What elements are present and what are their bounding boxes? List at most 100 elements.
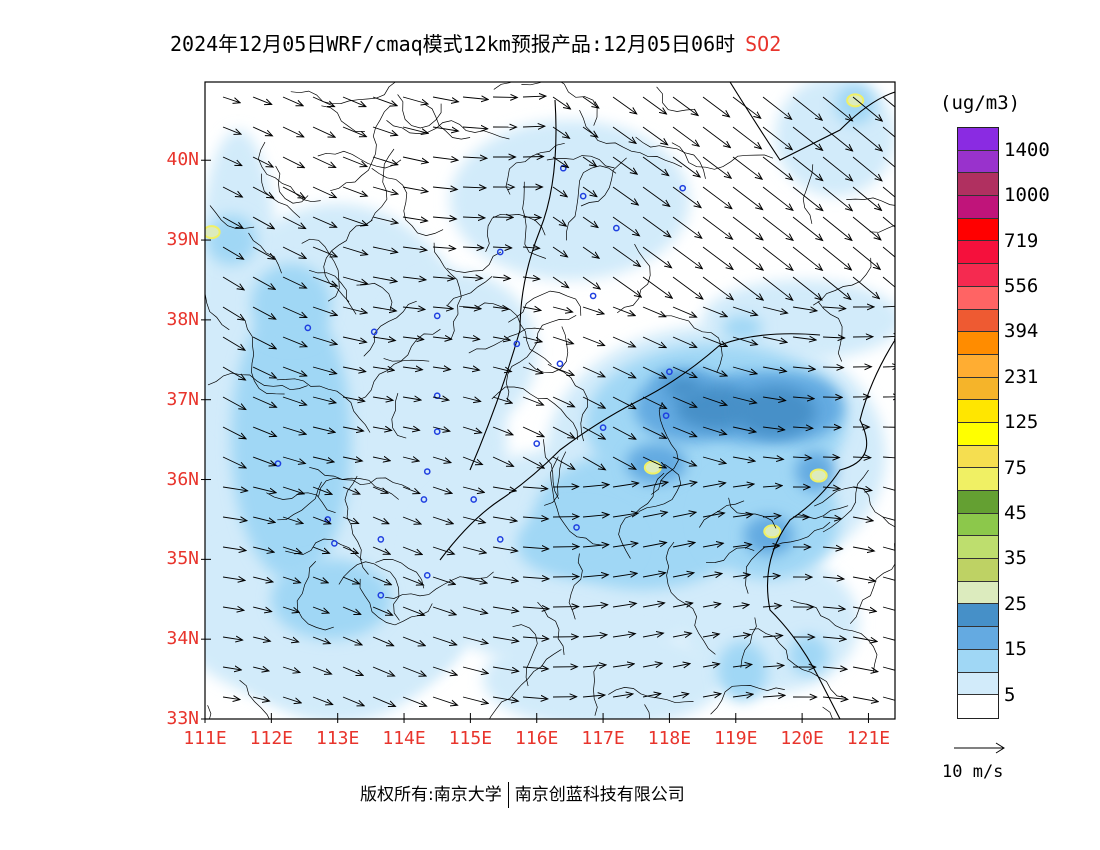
shade-region — [775, 82, 895, 197]
wind-arrow — [582, 515, 609, 517]
wind-arrow — [672, 664, 690, 667]
wind-arrow — [492, 666, 519, 671]
legend-swatch — [958, 241, 998, 265]
wind-arrow — [342, 186, 367, 196]
wind-arrow — [462, 516, 485, 523]
county-border — [671, 142, 774, 170]
wind-arrow — [492, 97, 517, 98]
county-border — [323, 219, 373, 303]
wind-arrow — [582, 396, 605, 408]
wind-arrow — [882, 96, 895, 108]
wind-arrow — [672, 426, 697, 437]
legend-swatch — [958, 445, 998, 469]
legend-swatch — [958, 354, 998, 378]
county-border — [363, 300, 417, 357]
wind-arrow — [252, 336, 276, 349]
wind-arrow — [432, 127, 458, 131]
city-marker — [496, 248, 504, 256]
city-marker — [556, 360, 564, 368]
county-border — [822, 469, 869, 533]
wind-arrow — [342, 276, 368, 284]
wind-arrow — [822, 96, 853, 121]
legend-label-75: 75 — [1004, 456, 1027, 479]
county-border — [662, 315, 723, 373]
wind-arrow — [762, 156, 793, 180]
legend-label-1000: 1000 — [1004, 184, 1050, 207]
axis-ticks — [201, 159, 869, 723]
county-border — [543, 439, 560, 499]
wind-arrow — [522, 637, 549, 639]
wind-arrow — [222, 246, 244, 259]
wind-arrow — [852, 666, 878, 672]
county-border — [296, 560, 334, 631]
wind-arrow — [222, 276, 244, 290]
wind-arrow — [552, 156, 568, 168]
wind-arrow — [672, 276, 703, 299]
color-legend — [957, 127, 999, 719]
city-marker — [513, 340, 521, 348]
wind-arrow — [582, 665, 606, 667]
wind-arrow — [822, 697, 848, 699]
wind-arrow — [462, 367, 479, 370]
lat-label-37: 37N — [166, 388, 199, 410]
wind-arrow — [642, 573, 666, 578]
wind-arrow — [312, 246, 337, 257]
wind-arrow — [642, 663, 662, 667]
wind-arrow — [882, 216, 895, 228]
wind-arrow — [312, 276, 337, 286]
wind-arrow — [312, 486, 332, 494]
wind-arrow — [672, 306, 697, 317]
wind-arrow — [462, 217, 485, 218]
county-border — [635, 136, 706, 179]
wind-arrow — [402, 367, 422, 370]
wind-arrow — [732, 605, 749, 607]
wind-arrow — [852, 547, 874, 551]
wind-arrow — [222, 156, 242, 166]
wind-arrow — [702, 604, 721, 607]
wind-arrow — [582, 96, 599, 108]
wind-arrow — [612, 306, 635, 316]
county-border — [546, 155, 615, 169]
wind-arrow — [462, 127, 488, 129]
wind-arrow — [762, 246, 793, 270]
legend-swatch — [958, 286, 998, 310]
wind-arrow — [312, 126, 335, 137]
wind-arrow — [612, 603, 636, 607]
wind-arrow — [492, 517, 517, 521]
wind-arrow — [582, 605, 608, 607]
wind-arrow — [402, 217, 428, 221]
wind-arrow — [432, 277, 454, 279]
wind-arrow — [582, 126, 598, 137]
wind-arrow — [792, 246, 822, 270]
wind-arrow — [372, 307, 396, 311]
wind-arrow — [732, 484, 754, 487]
legend-swatch — [958, 695, 998, 718]
legend-label-719: 719 — [1004, 229, 1039, 252]
wind-arrow — [432, 397, 449, 400]
wind-arrow — [822, 667, 847, 669]
hotspot — [205, 225, 221, 240]
wind-arrow — [822, 547, 843, 549]
wind-arrow — [372, 96, 397, 106]
wind-arrow — [342, 576, 360, 584]
county-border — [207, 372, 308, 391]
wind-arrow — [762, 457, 783, 459]
county-border — [550, 456, 602, 546]
wind-arrow — [822, 337, 845, 338]
wind-arrow — [342, 546, 358, 553]
county-border — [447, 276, 493, 306]
wind-arrow — [672, 573, 694, 577]
wind-arrow — [252, 456, 276, 466]
wind-arrow — [372, 486, 388, 493]
county-border — [580, 157, 627, 207]
wind-arrow — [882, 516, 895, 521]
wind-arrow — [732, 276, 763, 300]
wind-arrow — [222, 607, 244, 610]
county-border — [301, 238, 340, 302]
county-border — [276, 378, 371, 433]
wind-arrow — [462, 187, 486, 188]
wind-arrow — [732, 664, 752, 667]
shade-region — [788, 635, 829, 676]
wind-arrow — [462, 696, 488, 703]
wind-arrow — [702, 456, 726, 463]
